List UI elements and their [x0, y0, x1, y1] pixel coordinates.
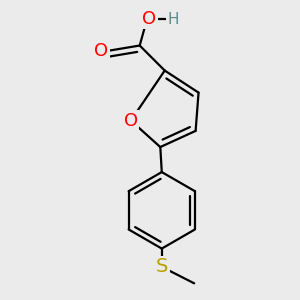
Text: O: O: [124, 112, 138, 130]
Text: O: O: [142, 10, 157, 28]
Text: S: S: [156, 257, 168, 276]
Text: O: O: [94, 42, 109, 60]
Text: H: H: [167, 11, 179, 26]
